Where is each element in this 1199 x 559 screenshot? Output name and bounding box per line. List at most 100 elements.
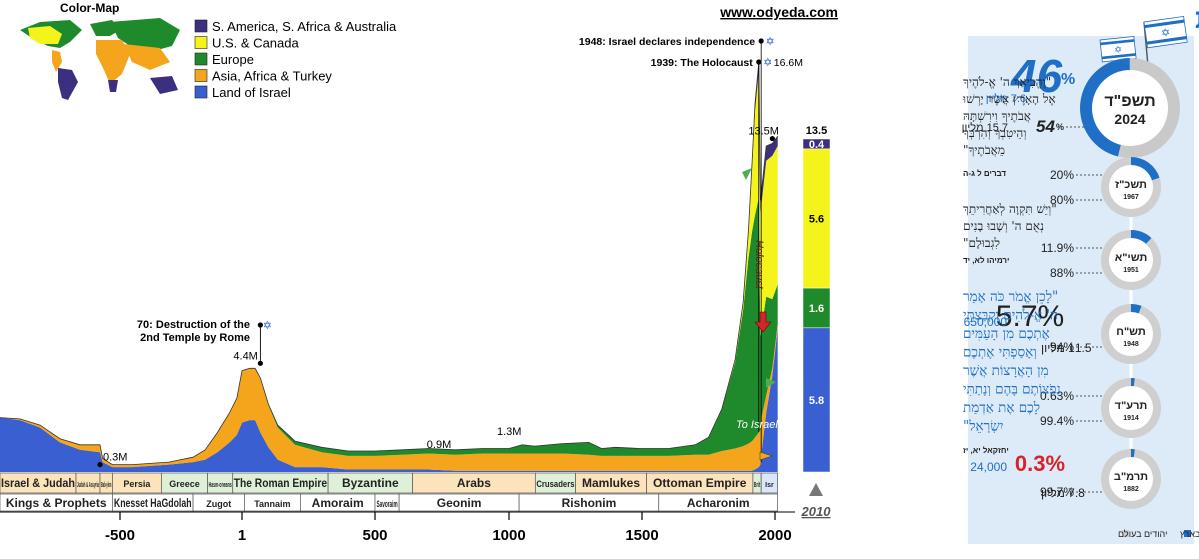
bar-total-label: 13.5 <box>806 125 827 137</box>
era-period-label: Rishonim <box>562 496 617 510</box>
area-europe <box>0 197 778 465</box>
ring-center <box>1109 165 1153 209</box>
ruler-period-label: Ottoman Empire <box>653 476 747 490</box>
era-period-label: Geonim <box>437 496 482 510</box>
row-year-heb: תש"ח <box>1116 326 1146 338</box>
color-map-title: Color-Map <box>60 1 119 15</box>
year-row: תשי"א 1951 11.9% 88% <box>1041 230 1161 290</box>
year-row: תשכ"ז 1967 20% 80% <box>1050 157 1161 217</box>
row-world-pct: 94% <box>1050 340 1074 354</box>
year-row: תרמ"ב 1882 99.7% 0.3% 24,000 7.8 מליון <box>970 448 1161 509</box>
quote-line: נְפֹצוֹתֶם בָּהֶם וְנָתַתִּי <box>963 382 1061 398</box>
holocaust-inner-label: Holocaust <box>753 240 765 290</box>
quote-line: אֶתְכֶם מִן הָעַמִּים <box>963 326 1050 342</box>
x-tick-label: -500 <box>105 527 135 544</box>
bar-segment-label: 0.4 <box>809 139 825 151</box>
bar-segment <box>802 148 831 289</box>
row-year-heb: תשכ"ז <box>1115 179 1147 191</box>
area-s-america-s-africa-australia <box>0 62 778 465</box>
era-period-label: Zugot <box>206 499 231 509</box>
temple-dot <box>257 322 263 328</box>
map-asia <box>124 44 170 70</box>
era-period-label: Knesset HaGdolah <box>114 496 192 510</box>
x-tick-label: 500 <box>362 527 387 544</box>
decline-arrow-icon <box>754 311 772 333</box>
bar-segment <box>802 287 831 329</box>
quote-line: לָכֶם אֶת אַדְמַת <box>963 400 1040 416</box>
quote-line: וְאָסַפְתִּי אֶתְכֶם <box>963 345 1037 361</box>
year-2024: 2024 <box>1114 111 1145 127</box>
ruler-period-label: Israel & Judah <box>1 476 75 490</box>
era-period-label: Kings & Prophets <box>6 496 107 510</box>
label-0-3m: 0.3M <box>103 452 127 464</box>
era-period-label: Tannaim <box>254 499 290 509</box>
legend-world-label: יהודים בעולם <box>1118 529 1167 539</box>
area-land-of-israel <box>0 328 778 472</box>
bar-segment-label: 5.8 <box>809 395 824 407</box>
point-13-5m <box>769 135 775 142</box>
x-tick-label: 1500 <box>625 527 658 544</box>
israel-flag-icon: ✡ <box>1143 15 1188 49</box>
row-big-pct: 0.3% <box>1015 451 1065 476</box>
quote-line: מִן הָאֲרָצוֹת אֲשֶׁר <box>963 363 1049 379</box>
label-0-9m: 0.9M <box>427 439 451 451</box>
ruler-period-label: Arabs <box>457 476 491 490</box>
label-13-5m: 13.5M <box>748 126 779 138</box>
legend-israel-label: יהודים בארץ <box>1180 529 1199 539</box>
quote-line: "וֶהֱבִיאֲךָ ה' אֱ-לֹהֶיךָ <box>963 75 1051 89</box>
quote-line: מֵאֲבֹתֶיךָ" <box>963 143 1005 157</box>
quote-source: דברים ל ג-ה <box>963 169 1006 178</box>
world-count-2024: 15.7 מליון <box>962 121 1008 134</box>
row-israel-count: 650,000 <box>964 315 1008 329</box>
label-16-6m: 16.6M <box>774 57 803 69</box>
world-map-legend: Color-Map <box>3 1 191 109</box>
legend-swatch <box>194 85 208 99</box>
ruler-period-label: Bab-ylon <box>101 482 111 489</box>
ruler-period-label: Judah & Assyria <box>77 482 99 489</box>
row-world-count: 7.8 מליון <box>1041 486 1085 500</box>
legend-swatch <box>194 19 208 33</box>
row-year: 1882 <box>1123 486 1139 493</box>
row-world-pct: 80% <box>1050 193 1074 207</box>
map-south-america <box>58 68 78 100</box>
point-16-6m <box>756 59 762 65</box>
row-israel-pct: 20% <box>1050 168 1074 182</box>
row-israel-count: 24,000 <box>970 460 1007 474</box>
world-percent-2024: 54 <box>1036 117 1055 136</box>
area-u-s-canada <box>0 71 778 465</box>
era-period <box>658 493 779 512</box>
legend-swatch <box>194 69 208 82</box>
panel-title: קיבוץ גלויות <box>1195 4 1199 34</box>
row-year-heb: תשי"א <box>1115 252 1148 264</box>
era-period-label: Amoraim <box>312 496 364 510</box>
row-world-pct: 99.7% <box>1040 485 1074 499</box>
israel-count-2024: 7.6 מליון <box>986 92 1026 105</box>
point-0-3m <box>97 461 103 468</box>
population-chart: Color-Map S. America, S. Africa & Austra… <box>0 1 838 544</box>
year-marker-icon <box>809 483 823 496</box>
legend-swatch <box>194 52 208 66</box>
ring-center <box>1109 238 1153 282</box>
bar-segment <box>802 327 831 473</box>
site-url[interactable]: www.odyeda.com <box>719 4 838 20</box>
row-big-pct: 5.7% <box>996 300 1064 333</box>
label-1-3m: 1.3M <box>497 426 521 438</box>
migration-arrow-icon <box>766 378 776 388</box>
map-australia <box>150 76 178 94</box>
row-year-heb: תרמ"ב <box>1114 471 1148 483</box>
quote-line: אֲבֹתֶיךָ וִירִשְׁתָּהּ <box>963 109 1031 123</box>
quote-source: יחזקאל יא, יז <box>963 446 1009 455</box>
legend-label: Land of Israel <box>212 85 291 100</box>
stacked-areas <box>0 61 779 472</box>
row-year: 1951 <box>1123 267 1139 274</box>
x-axis: -500 1 500 1000 1500 2000 <box>0 511 795 544</box>
ruler-period-label: Crusaders <box>536 479 574 489</box>
pct-sign: % <box>1056 122 1064 132</box>
migration-arrow-icon <box>759 451 773 461</box>
ruler-period-label: Persia <box>123 479 151 489</box>
x-tick-label: 1000 <box>492 527 525 544</box>
row-year: 1967 <box>1123 194 1139 201</box>
event-temple-label-1: 70: Destruction of the <box>137 319 250 331</box>
star-of-david-icon: ✡ <box>263 320 272 332</box>
stacked-bar-2010: 13.5 0.4 5.6 1.6 5.8 2010 <box>801 125 832 519</box>
